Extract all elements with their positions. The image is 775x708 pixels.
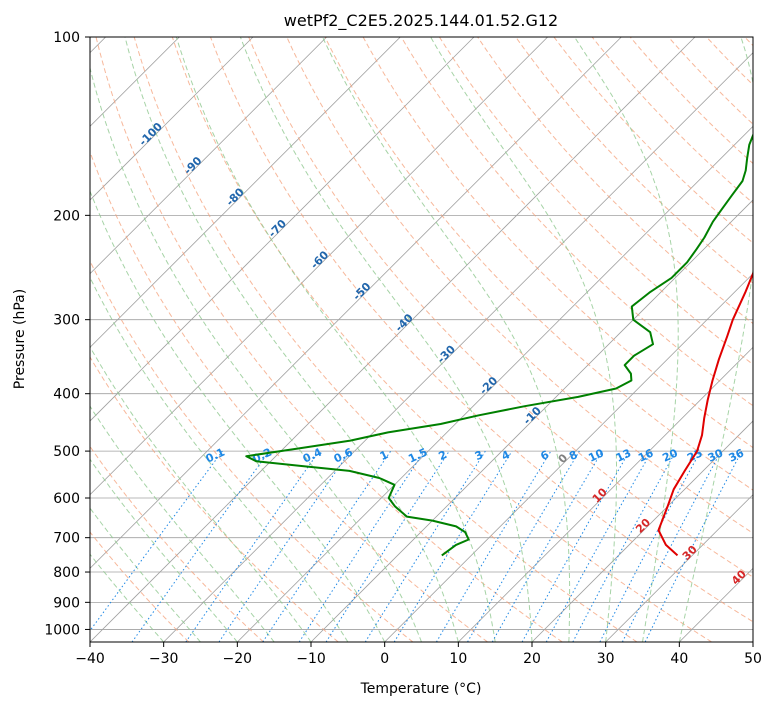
dry-adiabat-line (95, 37, 563, 642)
x-tick-label: 0 (380, 651, 389, 667)
background-lines (90, 37, 753, 642)
mixing-ratio-line (131, 450, 270, 642)
y-tick-label: 100 (53, 30, 80, 46)
moist-adiabat-line (90, 276, 349, 642)
dry-adiabat-line (90, 445, 264, 642)
x-axis: −40 −30 −20 −10 0 10 20 30 40 50 (75, 642, 762, 667)
dry-adiabat-line (210, 37, 753, 623)
moist-adiabat-line (90, 345, 312, 642)
mixing-ratio-line (572, 450, 677, 642)
mixing-ratio-label: 16 (636, 446, 656, 464)
isotherm-line (531, 420, 753, 642)
x-tick-label: 20 (523, 651, 541, 667)
mixing-ratio-line (218, 450, 351, 642)
mixing-ratio-line (393, 450, 513, 642)
mixing-ratio-label: 13 (614, 446, 633, 464)
moist-adiabat-line (239, 37, 533, 642)
isotherm-line (384, 273, 753, 642)
chart-title: wetPf2_C2E5.2025.144.01.52.G12 (284, 11, 558, 31)
dry-adiabat-line (324, 37, 753, 491)
profiles (245, 132, 753, 557)
y-axis: 100 200 300 400 500 600 700 800 900 1000 (44, 30, 90, 638)
isotherm-line (90, 37, 401, 348)
dry-adiabat-line (171, 37, 712, 642)
mixing-ratio-line (90, 450, 223, 632)
isotherm-line (90, 37, 548, 496)
mixing-ratio-line (521, 450, 630, 642)
dry-adiabat-line (90, 150, 488, 642)
x-tick-label: −20 (223, 651, 253, 667)
mixing-ratio-label: 20 (660, 446, 680, 464)
dry-adiabat-line (248, 37, 753, 578)
x-tick-label: 30 (597, 651, 615, 667)
mixing-ratio-line (325, 450, 450, 642)
y-tick-label: 400 (53, 387, 80, 403)
moist-adiabat-line (90, 189, 386, 642)
moist-adiabat-line (175, 37, 496, 642)
x-tick-label: −40 (75, 651, 105, 667)
moist-adiabat-line (574, 37, 679, 642)
dry-adiabat-line (133, 37, 638, 642)
x-tick-label: −30 (149, 651, 179, 667)
mixing-ratio-label: 30 (706, 446, 726, 464)
dry-adiabat-line (90, 356, 339, 642)
moist-adiabat-line (90, 458, 238, 642)
isotherm-line (163, 52, 753, 642)
mixing-ratio-line (298, 450, 425, 642)
mixing-ratio-label: 36 (727, 446, 747, 464)
y-axis-label: Pressure (hPa) (12, 289, 28, 389)
dewpoint-profile-line (245, 132, 753, 557)
isotherm-line (605, 494, 753, 642)
dry-adiabat-line (90, 259, 414, 642)
y-tick-label: 500 (53, 444, 80, 460)
mixing-ratio-line (185, 450, 320, 642)
dry-adiabat-line (438, 37, 753, 366)
isotherm-line (90, 37, 622, 569)
y-tick-label: 1000 (44, 622, 80, 638)
x-axis-label: Temperature (°C) (360, 681, 482, 697)
x-tick-label: 40 (670, 651, 688, 667)
y-tick-label: 300 (53, 313, 80, 329)
mixing-ratio-line (262, 450, 392, 642)
dry-adiabat-line (90, 531, 190, 642)
moist-adiabat-line (430, 37, 617, 642)
moist-adiabat-line (322, 37, 571, 642)
moist-adiabat-line (90, 405, 275, 642)
x-tick-label: 50 (744, 651, 762, 667)
isotherm-line (90, 37, 327, 275)
moist-adiabat-line (90, 65, 422, 642)
isotherm-line (237, 125, 753, 642)
temperature-profile-line (657, 270, 753, 557)
plot-frame (89, 36, 754, 643)
y-tick-label: 800 (53, 565, 80, 581)
x-tick-label: −10 (296, 651, 326, 667)
dry-adiabat-line (400, 37, 753, 407)
mixing-ratio-label: 10 (586, 446, 606, 464)
moist-adiabat-line (124, 37, 459, 642)
x-tick-label: 10 (449, 651, 467, 667)
mixing-ratio-line (644, 450, 743, 642)
moist-adiabat-line (678, 37, 753, 642)
isotherm-line (90, 37, 475, 422)
y-tick-label: 200 (53, 208, 80, 224)
mixing-ratio-line (545, 450, 653, 642)
isotherm-line (90, 37, 254, 201)
y-tick-label: 700 (53, 531, 80, 547)
isotherm-line (458, 346, 753, 642)
y-tick-label: 900 (53, 595, 80, 611)
y-tick-label: 600 (53, 491, 80, 507)
